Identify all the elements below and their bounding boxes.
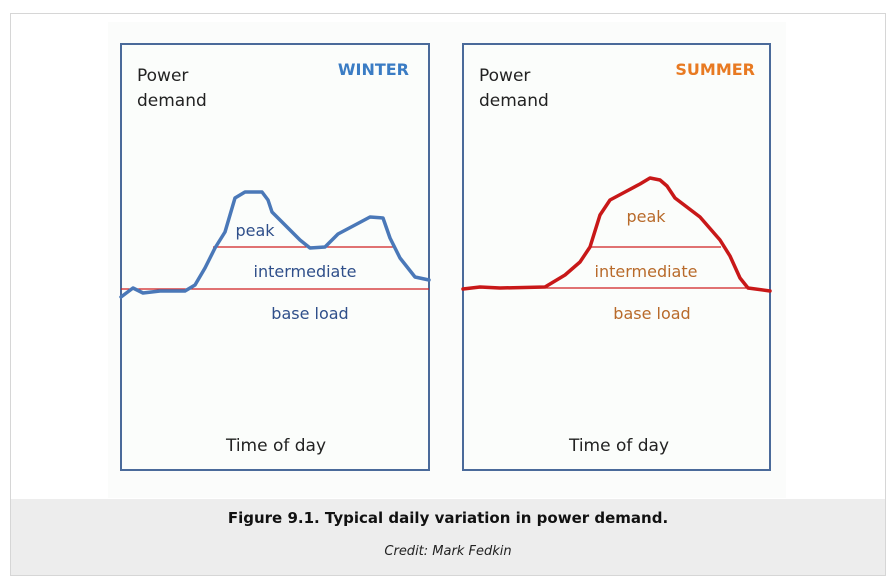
winter-panel-border bbox=[120, 43, 430, 471]
winter-panel: Power demand WINTER peak intermediate ba… bbox=[119, 43, 431, 471]
caption-title: Figure 9.1. Typical daily variation in p… bbox=[227, 509, 669, 527]
summer-y-label-1: Power bbox=[479, 66, 530, 86]
winter-season-title: WINTER bbox=[338, 60, 409, 79]
summer-panel-border bbox=[462, 43, 771, 471]
summer-intermediate-label: intermediate bbox=[595, 262, 698, 281]
winter-x-label: Time of day bbox=[225, 436, 326, 456]
figure-caption: Figure 9.1. Typical daily variation in p… bbox=[11, 499, 885, 575]
winter-intermediate-label: intermediate bbox=[254, 262, 357, 281]
caption-credit: Credit: Mark Fedkin bbox=[384, 544, 512, 559]
winter-y-label-2: demand bbox=[137, 91, 207, 111]
summer-base-load-label: base load bbox=[613, 304, 690, 323]
summer-season-title: SUMMER bbox=[675, 60, 755, 79]
summer-demand-curve bbox=[461, 176, 772, 293]
summer-y-label-2: demand bbox=[479, 91, 549, 111]
summer-panel: Power demand SUMMER peak intermediate ba… bbox=[461, 43, 772, 471]
winter-peak-label: peak bbox=[235, 221, 275, 240]
summer-x-label: Time of day bbox=[568, 436, 669, 456]
winter-y-label-1: Power bbox=[137, 66, 188, 86]
winter-base-load-label: base load bbox=[271, 304, 348, 323]
winter-demand-curve bbox=[119, 190, 431, 299]
summer-peak-label: peak bbox=[626, 207, 666, 226]
